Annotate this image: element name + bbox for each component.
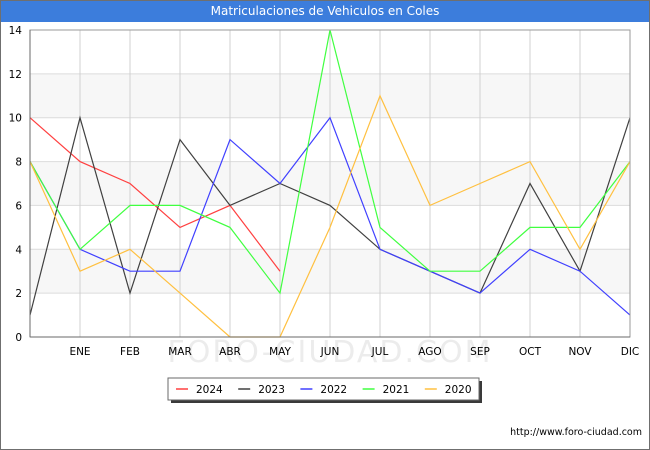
series-line-2023 [29,115,631,316]
legend-label-2024: 2024 [196,384,223,396]
legend-label-2023: 2023 [258,384,285,396]
x-tick-label: ABR [219,346,241,358]
x-tick-label: SEP [470,346,490,358]
y-tick-label: 14 [9,25,23,37]
y-tick-label: 8 [15,157,22,169]
legend-label-2021: 2021 [383,384,410,396]
y-tick-label: 0 [15,332,22,344]
y-tick-label: 10 [9,113,22,125]
y-tick-label: 4 [15,244,22,256]
x-tick-label: JUN [320,346,340,358]
credit-url[interactable]: http://www.foro-ciudad.com [510,427,642,438]
x-tick-label: JUL [371,346,389,358]
x-tick-label: NOV [568,346,592,358]
y-tick-label: 6 [15,200,22,212]
x-tick-label: OCT [519,346,542,358]
series-lines [29,29,631,338]
y-tick-label: 12 [9,69,22,81]
legend-box [167,377,480,401]
x-tick-label: FEB [120,346,140,358]
legend-label-2020: 2020 [445,384,472,396]
axes [29,29,631,338]
x-tick-label: MAY [269,346,291,358]
series-line-2022 [29,116,631,316]
y-tick-labels: 0 2 4 6 8 10 12 14 [9,25,23,344]
y-tick-label: 2 [15,288,22,300]
legend: 2024 2023 2022 2021 2020 [167,377,482,403]
legend-label-2022: 2022 [320,384,347,396]
series-line-2020 [29,94,631,338]
x-tick-label: AGO [418,346,441,358]
x-tick-label: ENE [69,346,90,358]
x-tick-label: MAR [168,346,192,358]
watermark-text: FORO-CIUDAD.COM [168,335,493,370]
x-tick-label: DIC [621,346,640,358]
x-tick-labels: ENE FEB MAR ABR MAY JUN JUL AGO SEP OCT NOV DIC [69,346,639,358]
chart-title: Matriculaciones de Vehiculos en Coles [1,1,649,22]
